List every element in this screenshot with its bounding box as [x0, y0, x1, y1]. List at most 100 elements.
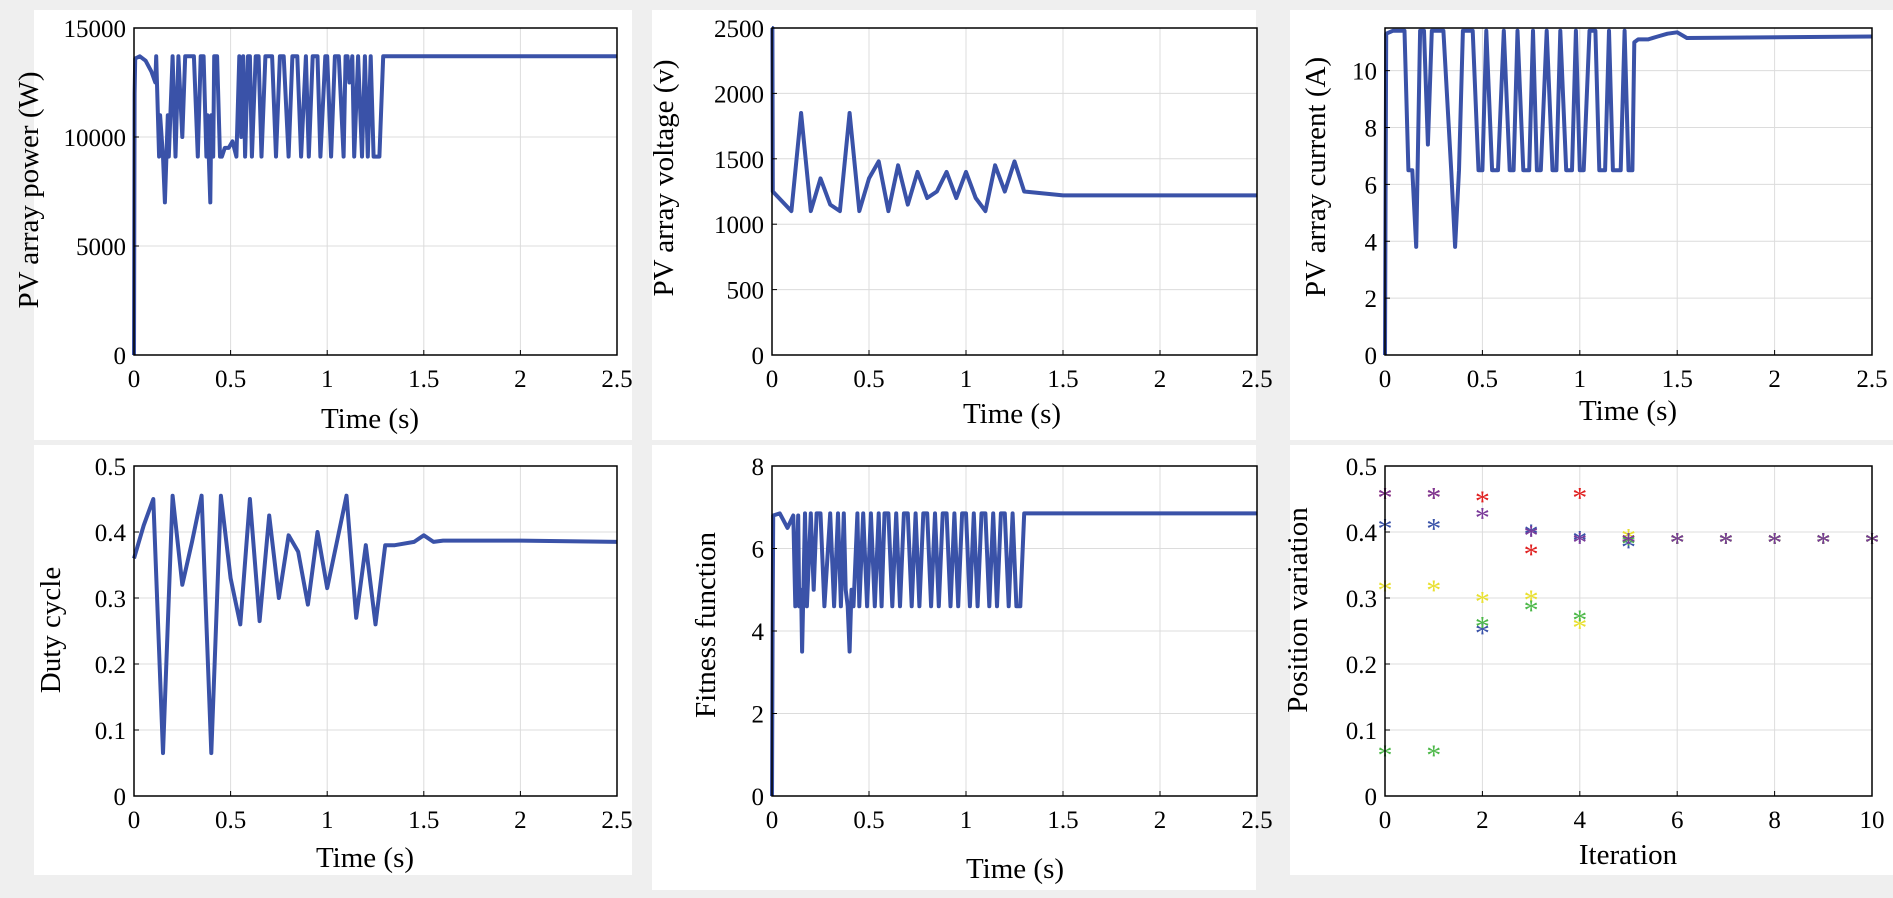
current-xlabel: Time (s) — [1579, 395, 1677, 427]
current-xtick-label: 1 — [1574, 366, 1587, 393]
position-ylabel: Position variation — [1282, 507, 1314, 713]
power-ytick-label: 15000 — [64, 16, 127, 43]
position-point-particle-5: * — [1475, 502, 1490, 535]
position-xtick-label: 2 — [1476, 807, 1489, 834]
position-point-particle-2: * — [1572, 525, 1587, 558]
voltage-ylabel: PV array voltage (v) — [648, 59, 680, 296]
duty-ytick-label: 0.5 — [95, 454, 126, 481]
position-point-particle-1: * — [1524, 538, 1539, 571]
duty-ytick-label: 0.3 — [95, 586, 126, 613]
current-series-line — [1383, 28, 1873, 356]
chart-fitness: 0 0.5 1 1.5 2 2.5 0 2 4 6 8 Time (s) Fitness functio… — [690, 454, 1273, 885]
current-ytick-label: 10 — [1352, 59, 1377, 86]
voltage-xtick-label: 2.5 — [1241, 366, 1272, 393]
current-xtick-label: 0 — [1379, 366, 1392, 393]
position-point-particle-4: * — [1572, 604, 1587, 637]
position-point-particle-4: * — [1816, 527, 1831, 560]
duty-ytick-label: 0.2 — [95, 652, 126, 679]
position-point-particle-1: * — [1475, 485, 1490, 518]
position-point-particle-1: * — [1718, 527, 1733, 560]
fitness-xtick-label: 1.5 — [1047, 807, 1078, 834]
voltage-axes-frame — [771, 27, 1258, 356]
duty-ytick-label: 0 — [114, 784, 127, 811]
voltage-ytick-label: 1500 — [714, 147, 764, 174]
position-point-particle-1: * — [1621, 527, 1636, 560]
current-axes-frame — [1384, 27, 1873, 356]
fitness-xtick-label: 2 — [1154, 807, 1167, 834]
position-point-particle-4: * — [1475, 610, 1490, 643]
voltage-ytick-label: 0 — [752, 343, 765, 370]
position-xtick-label: 8 — [1768, 807, 1781, 834]
position-point-particle-1: * — [1816, 527, 1831, 560]
position-point-particle-4: * — [1524, 594, 1539, 627]
position-point-particle-3: * — [1475, 585, 1490, 618]
position-xtick-label: 10 — [1860, 807, 1885, 834]
voltage-xtick-label: 0 — [766, 366, 779, 393]
power-plot-area — [134, 28, 617, 355]
fitness-ytick-label: 4 — [752, 619, 765, 646]
duty-xtick-label: 0.5 — [215, 807, 246, 834]
current-ytick-label: 8 — [1365, 116, 1378, 143]
position-point-particle-4: * — [1426, 739, 1441, 772]
voltage-ytick-label: 1000 — [714, 212, 764, 239]
duty-ylabel: Duty cycle — [35, 567, 67, 693]
position-point-particle-4: * — [1670, 527, 1685, 560]
power-xlabel: Time (s) — [321, 403, 419, 435]
voltage-xtick-label: 1 — [960, 366, 973, 393]
position-point-particle-2: * — [1816, 527, 1831, 560]
duty-xtick-label: 2 — [514, 807, 527, 834]
duty-xtick-label: 0 — [128, 807, 141, 834]
current-ytick-label: 6 — [1365, 172, 1378, 199]
position-point-particle-5: * — [1670, 527, 1685, 560]
current-plot-area — [1385, 28, 1872, 355]
position-point-particle-3: * — [1572, 612, 1587, 645]
voltage-plot-area — [772, 28, 1257, 355]
position-point-particle-3: * — [1767, 527, 1782, 560]
position-point-particle-4: * — [1621, 528, 1636, 561]
fitness-xlabel: Time (s) — [966, 853, 1064, 885]
position-point-particle-3: * — [1816, 527, 1831, 560]
voltage-series-line — [770, 26, 1257, 214]
current-ytick-label: 4 — [1365, 229, 1378, 256]
fitness-xtick-label: 0.5 — [853, 807, 884, 834]
position-point-particle-5: * — [1426, 482, 1441, 515]
current-xtick-label: 1.5 — [1662, 366, 1693, 393]
chart-power: 0 0.5 1 1.5 2 2.5 0 5000 10000 15000 Time (s) PV ar… — [13, 16, 633, 435]
duty-xtick-label: 1 — [321, 807, 334, 834]
fitness-xtick-label: 1 — [960, 807, 973, 834]
current-ytick-label: 2 — [1365, 286, 1378, 313]
duty-xtick-label: 1.5 — [408, 807, 439, 834]
position-ytick-label: 0 — [1365, 784, 1378, 811]
position-point-particle-1: * — [1670, 527, 1685, 560]
position-point-particle-3: * — [1426, 574, 1441, 607]
position-point-particle-3: * — [1718, 527, 1733, 560]
position-ytick-label: 0.5 — [1346, 454, 1377, 481]
position-ytick-label: 0.2 — [1346, 652, 1377, 679]
power-ylabel: PV array power (W) — [13, 71, 45, 308]
position-xlabel: Iteration — [1579, 839, 1678, 871]
power-ytick-label: 10000 — [64, 125, 127, 152]
position-point-particle-3: * — [1524, 584, 1539, 617]
position-point-particle-2: * — [1621, 531, 1636, 564]
power-xtick-label: 0 — [128, 366, 141, 393]
fitness-ytick-label: 8 — [752, 454, 765, 481]
position-axes-frame — [1384, 465, 1873, 797]
voltage-ytick-label: 2500 — [714, 16, 764, 43]
chart-current: 0 0.5 1 1.5 2 2.5 0 2 4 6 8 10 Time (s) PV array curr… — [1300, 27, 1888, 427]
chart-voltage: 0 0.5 1 1.5 2 2.5 0 500 1000 1500 2000 2500 Time (s)… — [648, 16, 1273, 430]
position-point-particle-2: * — [1475, 617, 1490, 650]
power-axes-frame — [133, 27, 618, 356]
fitness-ytick-label: 0 — [752, 784, 765, 811]
position-point-particle-2: * — [1718, 527, 1733, 560]
current-xtick-label: 0.5 — [1467, 366, 1498, 393]
power-xtick-label: 2.5 — [601, 366, 632, 393]
position-point-particle-1: * — [1426, 482, 1441, 515]
position-point-particle-5: * — [1621, 527, 1636, 560]
power-series-line — [132, 54, 617, 356]
current-ylabel: PV array current (A) — [1300, 57, 1332, 297]
fitness-ytick-label: 6 — [752, 537, 765, 564]
current-xtick-label: 2 — [1768, 366, 1781, 393]
position-xtick-label: 0 — [1379, 807, 1392, 834]
